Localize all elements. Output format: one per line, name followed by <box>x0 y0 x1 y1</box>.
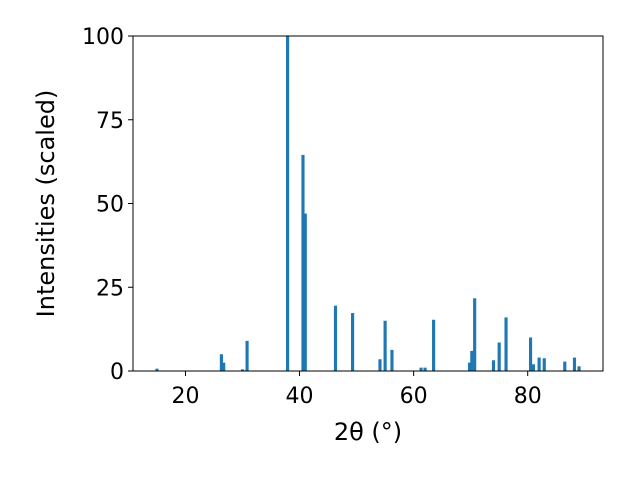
bar <box>531 364 535 371</box>
x-tick-label: 40 <box>286 384 314 409</box>
plot-frame <box>132 35 604 372</box>
y-tick-label: 0 <box>110 360 124 385</box>
bar <box>155 368 159 371</box>
bar <box>563 361 567 371</box>
x-axis-label: 2θ (°) <box>334 418 402 446</box>
y-tick-label: 100 <box>82 25 124 50</box>
y-ticks: 0 25 50 75 100 <box>82 25 133 385</box>
bar <box>473 298 477 371</box>
bar <box>390 349 394 371</box>
bar <box>572 357 577 371</box>
bar <box>423 367 427 371</box>
bar <box>286 36 290 371</box>
bar <box>240 369 245 371</box>
bar <box>577 366 581 371</box>
bar <box>245 340 249 371</box>
bar <box>497 342 501 371</box>
bar <box>491 360 496 371</box>
bar <box>542 358 546 371</box>
x-tick-label: 80 <box>514 384 542 409</box>
bar <box>301 154 305 371</box>
bar <box>378 359 382 371</box>
bar <box>432 319 436 371</box>
x-ticks: 20 40 60 80 <box>171 371 542 409</box>
bar <box>351 313 355 371</box>
bar <box>303 213 307 371</box>
bar <box>537 357 541 371</box>
y-axis-label: Intensities (scaled) <box>32 90 60 318</box>
y-tick-label: 50 <box>96 193 124 218</box>
bar <box>419 367 423 371</box>
bar <box>467 362 472 372</box>
bar <box>222 362 226 372</box>
bar <box>333 305 338 371</box>
x-tick-label: 20 <box>171 384 199 409</box>
y-tick-label: 25 <box>96 276 124 301</box>
bar <box>219 354 223 371</box>
x-tick-label: 60 <box>400 384 428 409</box>
bars-group <box>155 36 581 372</box>
bar <box>504 317 508 371</box>
bar <box>470 350 474 371</box>
bar <box>528 337 533 371</box>
y-tick-label: 75 <box>96 109 124 134</box>
bar <box>383 320 387 371</box>
